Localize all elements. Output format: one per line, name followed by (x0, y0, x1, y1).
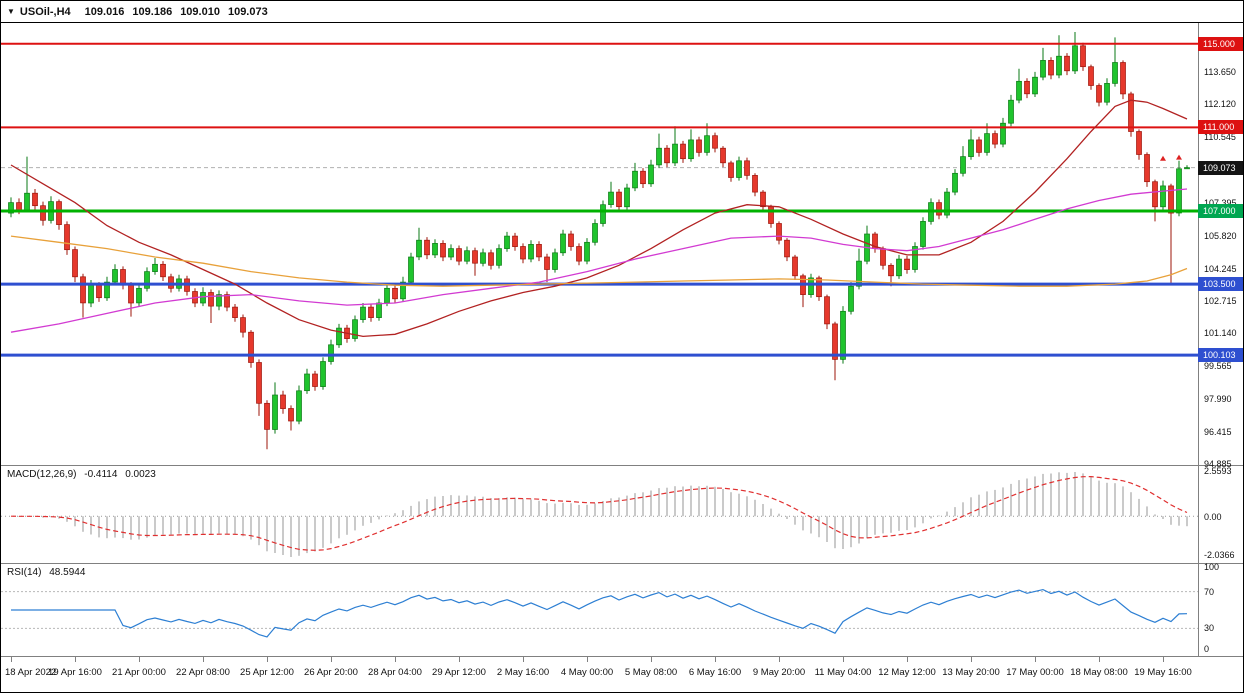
time-axis-tick (1163, 657, 1164, 662)
time-axis-label: 21 Apr 00:00 (112, 667, 166, 678)
time-axis-tick (267, 657, 268, 662)
macd-label: MACD(12,26,9) -0.4114 0.0023 (7, 469, 161, 480)
time-axis-label: 18 Apr 2022 (5, 667, 57, 678)
price-axis[interactable]: 113.650112.120110.545108.970107.395105.8… (1198, 1, 1243, 656)
time-axis-label: 29 Apr 12:00 (432, 667, 486, 678)
axis-tick-label: 113.650 (1204, 66, 1236, 77)
macd-pane[interactable]: MACD(12,26,9) -0.4114 0.0023 (1, 466, 1198, 563)
time-axis-tick (139, 657, 140, 662)
ohlc-open-value: 109.016 (84, 5, 125, 18)
axis-tick-label: 97.990 (1204, 394, 1232, 405)
rsi-pane[interactable]: RSI(14) 48.5944 (1, 564, 1198, 656)
axis-tick-label: 100 (1204, 562, 1220, 572)
macd-indicator-name: MACD(12,26,9) (7, 469, 77, 480)
axis-tick-label: 2.5593 (1204, 466, 1232, 476)
axis-tick-label: 30 (1204, 623, 1215, 634)
time-axis-tick (11, 657, 12, 662)
time-axis-label: 26 Apr 20:00 (304, 667, 358, 678)
time-axis-label: 9 May 20:00 (752, 667, 806, 678)
axis-tick-label: 94.885 (1204, 459, 1232, 470)
price-badge: 100.103 (1198, 348, 1243, 363)
axis-tick-label: 110.545 (1204, 131, 1236, 142)
time-axis-tick (587, 657, 588, 662)
macd-histogram (18, 472, 1188, 557)
price-badge: 103.500 (1198, 277, 1243, 292)
time-axis-label: 22 Apr 08:00 (176, 667, 230, 678)
macd-main-value: -0.4114 (84, 469, 118, 480)
time-axis-tick (971, 657, 972, 662)
axis-tick-label: 104.245 (1204, 263, 1237, 274)
time-axis-label: 28 Apr 04:00 (368, 667, 422, 678)
time-axis-tick (395, 657, 396, 662)
time-axis-tick (779, 657, 780, 662)
axis-tick-label: -2.0366 (1204, 550, 1235, 560)
time-axis-tick (1035, 657, 1036, 662)
price-badge: 109.073 (1198, 160, 1243, 175)
time-axis-tick (1099, 657, 1100, 662)
collapse-triangle-icon[interactable]: ▼ (7, 7, 15, 16)
axis-tick-label: 70 (1204, 586, 1215, 597)
time-axis-label: 13 May 20:00 (942, 667, 1000, 678)
price-chart-canvas[interactable] (1, 23, 1198, 465)
time-axis-label: 17 May 00:00 (1006, 667, 1064, 678)
time-axis-tick (331, 657, 332, 662)
signal-arrow-icon (1160, 155, 1166, 161)
time-axis-label: 12 May 12:00 (878, 667, 936, 678)
macd-chart-canvas[interactable] (1, 466, 1198, 563)
ohlc-close-value: 109.073 (227, 5, 268, 18)
ma-magenta-line (10, 188, 1188, 333)
macd-signal-line (10, 475, 1188, 551)
rsi-line (11, 588, 1188, 638)
axis-tick-label: 105.820 (1204, 230, 1237, 241)
axis-tick-label: 112.120 (1204, 98, 1236, 109)
time-axis-tick (459, 657, 460, 662)
price-badge: 107.000 (1198, 203, 1243, 218)
time-axis-label: 11 May 04:00 (814, 667, 872, 678)
time-axis-tick (907, 657, 908, 662)
ma-orange-line (10, 235, 1188, 287)
time-axis-label: 4 May 00:00 (560, 667, 614, 678)
pane-separator[interactable] (1, 563, 1243, 564)
pane-separator[interactable] (1, 465, 1243, 466)
time-axis-label: 2 May 16:00 (496, 667, 550, 678)
time-axis-tick (843, 657, 844, 662)
time-axis-tick (523, 657, 524, 662)
candles (8, 32, 1190, 450)
ohlc-low-value: 109.010 (180, 5, 220, 18)
time-axis-label: 18 May 08:00 (1070, 667, 1128, 678)
chart-header: ▼ USOil-,H4 109.016 109.186 109.010 109.… (1, 1, 1243, 23)
rsi-value: 48.5944 (49, 567, 86, 578)
time-axis-tick (715, 657, 716, 662)
time-axis-label: 19 May 16:00 (1134, 667, 1192, 678)
rsi-chart-canvas[interactable] (1, 564, 1198, 656)
macd-signal-value: 0.0023 (125, 469, 156, 480)
signal-arrow-icon (1176, 154, 1182, 160)
ma-red-line (10, 99, 1188, 338)
axis-tick-label: 102.715 (1204, 295, 1237, 306)
time-axis-tick (651, 657, 652, 662)
time-axis-label: 19 Apr 16:00 (48, 667, 102, 678)
price-badge: 115.000 (1198, 36, 1243, 51)
price-pane[interactable] (1, 23, 1198, 465)
axis-tick-label: 99.565 (1204, 361, 1232, 372)
symbol-timeframe-label: USOil-,H4 (19, 5, 71, 18)
time-axis-tick (75, 657, 76, 662)
rsi-indicator-name: RSI(14) (7, 567, 42, 578)
time-axis-tick (203, 657, 204, 662)
time-axis-label: 5 May 08:00 (624, 667, 678, 678)
time-axis-label: 6 May 16:00 (688, 667, 742, 678)
time-axis-separator (1, 656, 1243, 657)
rsi-label: RSI(14) 48.5944 (7, 567, 90, 578)
axis-tick-label: 107.395 (1204, 197, 1237, 208)
axis-tick-label: 0 (1204, 644, 1210, 654)
price-axis-separator (1198, 23, 1199, 656)
axis-tick-label: 0.00 (1204, 512, 1222, 523)
axis-tick-label: 101.140 (1204, 328, 1237, 339)
time-axis-label: 25 Apr 12:00 (240, 667, 294, 678)
axis-tick-label: 96.415 (1204, 427, 1232, 438)
time-axis[interactable]: 18 Apr 2022 19 Apr 16:00 21 Apr 00:00 22 Ap… (1, 657, 1243, 692)
price-badge: 111.000 (1198, 120, 1243, 135)
ohlc-high-value: 109.186 (132, 5, 173, 18)
